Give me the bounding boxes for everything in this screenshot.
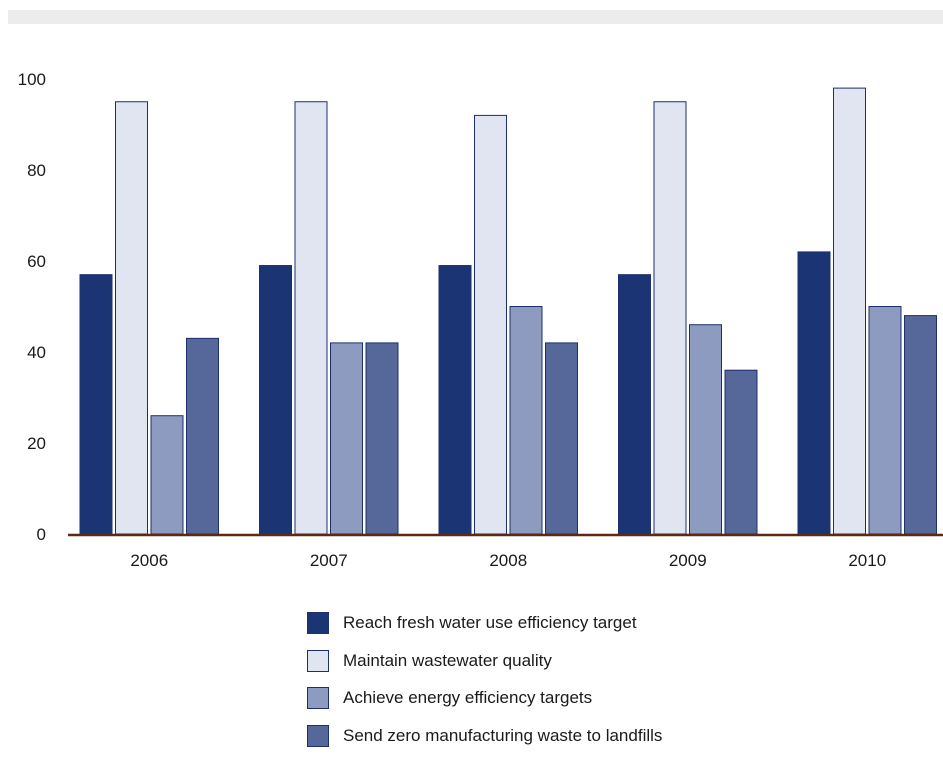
bar [618,274,651,535]
bar [509,306,543,535]
legend-swatch [307,724,329,747]
y-tick-label: 60 [27,252,46,271]
bar [186,337,219,535]
bar [115,101,148,535]
x-axis-tick-labels: 2006 2007 2008 2009 2010 [130,551,886,570]
legend-item: Maintain wastewater quality [307,649,662,672]
bar [904,315,937,535]
bar [689,324,722,535]
x-tick-label: 2008 [489,551,527,570]
chart-legend: Reach fresh water use efficiency target M… [307,612,662,762]
x-tick-label: 2009 [669,551,707,570]
legend-label: Send zero manufacturing waste to landfil… [343,725,663,745]
legend-swatch [307,649,329,672]
bar [545,342,578,535]
legend-item: Achieve energy efficiency targets [307,687,662,709]
bar [79,274,113,535]
bar [797,251,831,535]
bar [330,342,363,535]
y-tick-label: 20 [27,434,46,453]
bar [150,415,184,535]
x-tick-label: 2010 [848,551,886,570]
y-tick-label: 0 [37,525,46,544]
y-tick-label: 80 [27,161,46,180]
legend-swatch [307,687,329,709]
bar [474,114,507,535]
legend-swatch [307,612,329,634]
y-tick-label: 40 [27,343,46,362]
bar [833,87,866,535]
x-tick-label: 2007 [310,551,348,570]
bar-chart: 0 20 40 60 80 100 2006 2007 2008 2009 2010 [18,70,943,570]
chart-bars [79,87,937,535]
bar [653,101,687,535]
bar [294,101,328,535]
x-tick-label: 2006 [130,551,168,570]
bar [259,265,292,535]
y-tick-label: 100 [18,70,46,89]
legend-label: Achieve energy efficiency targets [343,688,593,707]
bar [724,369,758,535]
bar [438,265,472,535]
y-axis-tick-labels: 0 20 40 60 80 100 [18,70,46,544]
bar [868,306,902,535]
legend-item: Send zero manufacturing waste to landfil… [307,724,663,747]
header-band [8,10,943,24]
legend-label: Maintain wastewater quality [343,650,552,670]
legend-label: Reach fresh water use efficiency target [343,613,637,632]
bar [365,342,399,535]
legend-item: Reach fresh water use efficiency target [307,612,662,634]
